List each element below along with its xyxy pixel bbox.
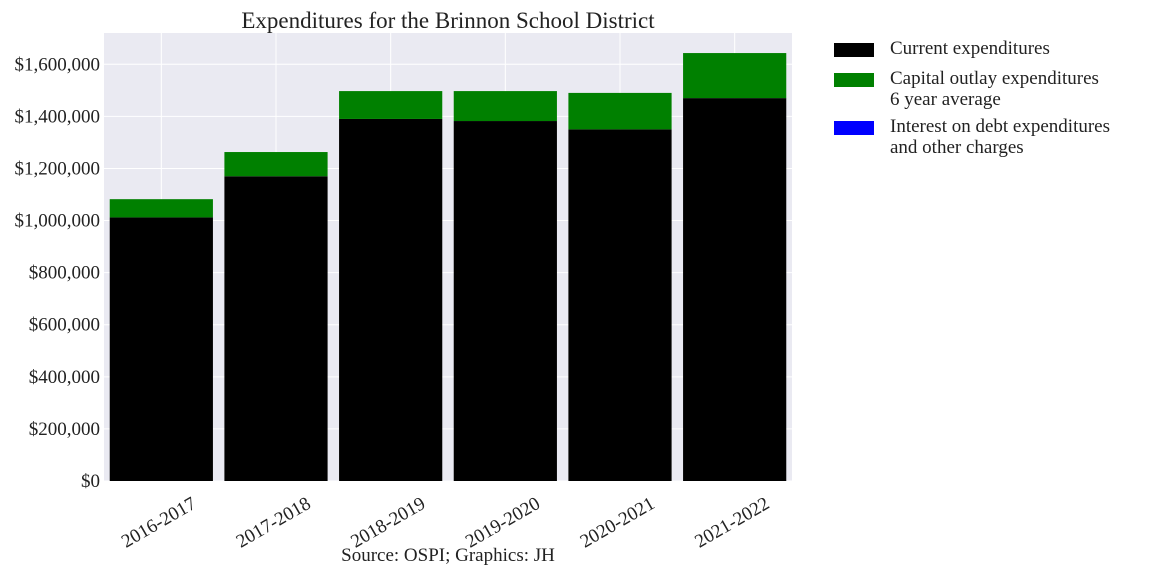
y-tick-label: $1,200,000 xyxy=(15,158,101,179)
legend-item: Interest on debt expenditures and other … xyxy=(834,116,1144,162)
legend-swatch xyxy=(834,73,874,87)
legend-swatch xyxy=(834,43,874,57)
bar-2016-2017-series-0 xyxy=(109,217,213,481)
legend: Current expenditures Capital outlay expen… xyxy=(834,38,1144,162)
x-tick-label: 2016-2017 xyxy=(118,493,200,552)
legend-swatch xyxy=(834,121,874,135)
y-tick-label: $1,400,000 xyxy=(15,106,101,127)
bar-2021-2022-series-0 xyxy=(683,98,787,482)
bar-2019-2020-series-0 xyxy=(453,121,557,482)
bar-2019-2020-series-1 xyxy=(453,91,557,122)
legend-item: Capital outlay expenditures 6 year avera… xyxy=(834,68,1144,116)
bar-2018-2019-series-1 xyxy=(339,91,443,119)
bars xyxy=(109,53,787,482)
legend-item: Current expenditures xyxy=(834,38,1144,68)
y-tick-label: $1,000,000 xyxy=(15,211,101,232)
bar-2020-2021-series-1 xyxy=(568,92,672,130)
y-tick-label: $200,000 xyxy=(29,419,100,440)
x-axis-tick-labels: 2016-2017 2017-2018 2018-2019 2019-2020 2020… xyxy=(118,493,773,552)
bar-2021-2022-series-1 xyxy=(683,53,787,99)
bar-2020-2021-series-0 xyxy=(568,129,672,482)
legend-label: Interest on debt expenditures and other … xyxy=(890,116,1111,158)
bar-2016-2017-series-1 xyxy=(109,199,213,218)
y-tick-label: $400,000 xyxy=(29,367,100,388)
x-tick-label: 2018-2019 xyxy=(347,493,429,552)
chart-title: Expenditures for the Brinnon School Dist… xyxy=(241,8,655,33)
plot-background xyxy=(104,33,792,481)
legend-label: Capital outlay expenditures 6 year avera… xyxy=(890,68,1099,110)
y-tick-label: $0 xyxy=(81,471,100,492)
y-tick-label: $1,600,000 xyxy=(15,54,101,75)
bar-2017-2018-series-0 xyxy=(224,176,328,482)
x-tick-label: 2017-2018 xyxy=(233,493,315,552)
x-tick-label: 2021-2022 xyxy=(691,493,773,552)
y-tick-label: $600,000 xyxy=(29,315,100,336)
bar-2017-2018-series-1 xyxy=(224,152,328,177)
x-tick-label: 2020-2021 xyxy=(577,493,659,552)
chart-caption: Source: OSPI; Graphics: JH xyxy=(341,545,555,566)
x-tick-label: 2019-2020 xyxy=(462,493,544,552)
bar-2018-2019-series-0 xyxy=(339,118,443,481)
y-tick-label: $800,000 xyxy=(29,263,100,284)
y-axis-tick-labels: $0 $200,000 $400,000 $600,000 $800,000 $1,000… xyxy=(15,54,101,492)
legend-label: Current expenditures xyxy=(890,38,1050,59)
